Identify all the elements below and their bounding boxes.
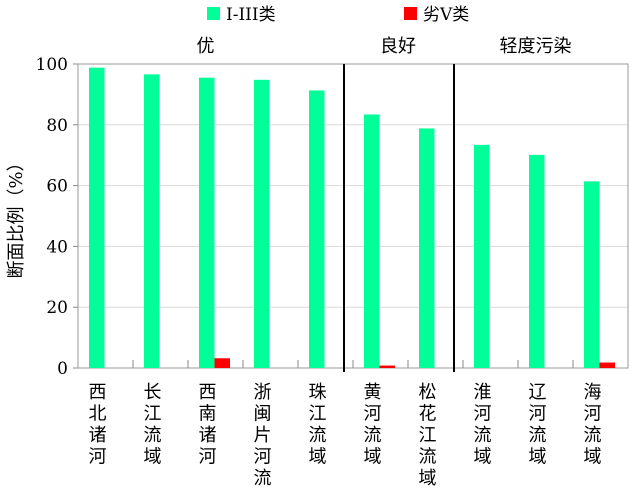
x-tick-label-char: 诸: [199, 425, 217, 446]
x-tick-label-char: 域: [529, 447, 547, 468]
bar-class-i-iii: [419, 128, 435, 368]
bar-class-i-iii: [199, 77, 215, 369]
x-tick-label-char: 域: [144, 447, 162, 468]
legend-label: I-III类: [226, 5, 276, 25]
x-tick-label-char: 河: [89, 447, 107, 468]
x-tick-label-char: 花: [419, 404, 437, 425]
bar-class-i-iii: [364, 114, 380, 369]
y-axis-label: 断面比例（%）: [6, 153, 27, 278]
x-tick-label-char: 域: [364, 447, 382, 468]
bar-class-inferior-v: [379, 365, 395, 368]
bar-class-i-iii: [309, 90, 325, 368]
x-tick-label-char: 流: [144, 425, 162, 446]
group-label: 良好: [380, 36, 416, 57]
legend-swatch-class-inferior-v: [404, 7, 417, 20]
y-tick-label: 60: [46, 177, 68, 197]
x-tick-label-char: 河: [199, 447, 217, 468]
bar-class-i-iii: [144, 74, 160, 368]
group-label: 轻度污染: [500, 36, 572, 57]
y-tick-label: 0: [57, 359, 68, 379]
x-tick-label-char: 南: [199, 404, 217, 425]
x-tick-label-char: 江: [419, 425, 437, 446]
x-tick-label-char: 河: [584, 404, 602, 425]
x-tick-label-char: 西: [89, 382, 107, 403]
x-tick-label-char: 长: [144, 382, 162, 403]
x-tick-label-char: 黄: [364, 382, 382, 403]
y-tick-label: 80: [46, 116, 68, 136]
x-tick-label-char: 流: [529, 425, 547, 446]
x-tick-label-char: 河: [364, 404, 382, 425]
group-label: 优: [197, 36, 215, 57]
x-tick-label-char: 海: [584, 382, 602, 403]
x-tick-label-char: 江: [144, 404, 162, 425]
x-tick-label-char: 松: [419, 382, 437, 403]
plot-frame: [77, 63, 629, 369]
x-tick-label-char: 河: [474, 404, 492, 425]
x-tick-label-char: 西: [199, 382, 217, 403]
x-tick-label-char: 流: [474, 425, 492, 446]
x-tick-label-char: 域: [584, 447, 602, 468]
x-tick-label-char: 河: [254, 447, 272, 468]
x-tick-label-char: 闽: [254, 404, 272, 425]
bar-class-i-iii: [89, 67, 105, 368]
bar-class-inferior-v: [599, 362, 615, 368]
x-tick-label-char: 流: [419, 447, 437, 468]
y-tick-label: 40: [46, 237, 68, 257]
x-tick-label-char: 流: [309, 425, 327, 446]
bar-class-i-iii: [474, 144, 490, 368]
y-tick-label: 20: [46, 298, 68, 318]
x-tick-label-char: 诸: [89, 425, 107, 446]
x-tick-label-char: 河: [529, 404, 547, 425]
bar-class-i-iii: [529, 154, 545, 368]
x-tick-label-char: 域: [309, 447, 327, 468]
x-tick-label-char: 流: [254, 468, 272, 489]
x-tick-label-char: 流: [364, 425, 382, 446]
x-tick-label-char: 辽: [529, 382, 547, 403]
bar-class-i-iii: [584, 181, 600, 368]
x-tick-label-char: 域: [419, 468, 437, 489]
x-tick-label-char: 流: [584, 425, 602, 446]
x-tick-label-char: 域: [474, 447, 492, 468]
y-tick-label: 100: [36, 55, 68, 75]
x-tick-label-char: 浙: [254, 382, 272, 403]
bar-class-inferior-v: [214, 358, 230, 368]
bar-class-i-iii: [254, 79, 270, 369]
x-tick-label-char: 珠: [309, 382, 327, 403]
x-tick-label-char: 江: [309, 404, 327, 425]
x-tick-label-char: 北: [89, 404, 107, 425]
legend-label: 劣V类: [423, 5, 469, 25]
legend-swatch-class-i-iii: [207, 7, 220, 20]
x-tick-label-char: 片: [254, 425, 272, 446]
x-tick-label-char: 淮: [474, 382, 492, 403]
